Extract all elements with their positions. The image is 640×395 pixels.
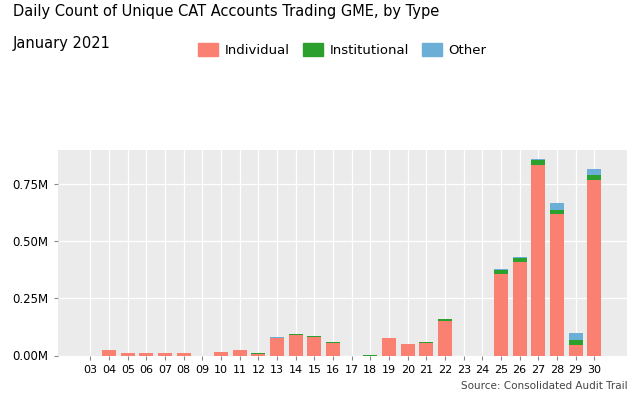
Bar [494, 270, 508, 275]
Bar [513, 257, 527, 258]
Bar [494, 275, 508, 356]
Text: Source: Consolidated Audit Trail: Source: Consolidated Audit Trail [461, 381, 627, 391]
Text: Daily Count of Unique CAT Accounts Trading GME, by Type: Daily Count of Unique CAT Accounts Tradi… [13, 4, 439, 19]
Bar [382, 339, 396, 356]
Bar [214, 352, 228, 356]
Bar [419, 342, 433, 343]
Bar [252, 354, 266, 356]
Bar [326, 343, 340, 356]
Bar [550, 210, 564, 214]
Bar [588, 180, 602, 356]
Legend: Individual, Institutional, Other: Individual, Institutional, Other [193, 38, 492, 62]
Bar [588, 175, 602, 180]
Bar [531, 158, 545, 160]
Bar [233, 350, 247, 356]
Bar [569, 340, 582, 345]
Bar [270, 339, 284, 356]
Bar [140, 353, 154, 356]
Bar [270, 338, 284, 339]
Bar [438, 321, 452, 356]
Bar [307, 337, 321, 356]
Bar [289, 335, 303, 356]
Bar [158, 353, 172, 356]
Bar [382, 338, 396, 339]
Bar [121, 353, 135, 356]
Bar [513, 258, 527, 262]
Bar [401, 344, 415, 356]
Bar [494, 269, 508, 270]
Bar [419, 343, 433, 356]
Bar [531, 160, 545, 165]
Bar [289, 334, 303, 335]
Bar [364, 355, 378, 356]
Bar [569, 333, 582, 340]
Text: January 2021: January 2021 [13, 36, 111, 51]
Bar [550, 214, 564, 356]
Bar [569, 345, 582, 356]
Bar [177, 353, 191, 356]
Bar [531, 165, 545, 356]
Bar [438, 320, 452, 321]
Bar [550, 203, 564, 210]
Bar [588, 169, 602, 175]
Bar [326, 342, 340, 343]
Bar [102, 350, 116, 356]
Bar [513, 262, 527, 356]
